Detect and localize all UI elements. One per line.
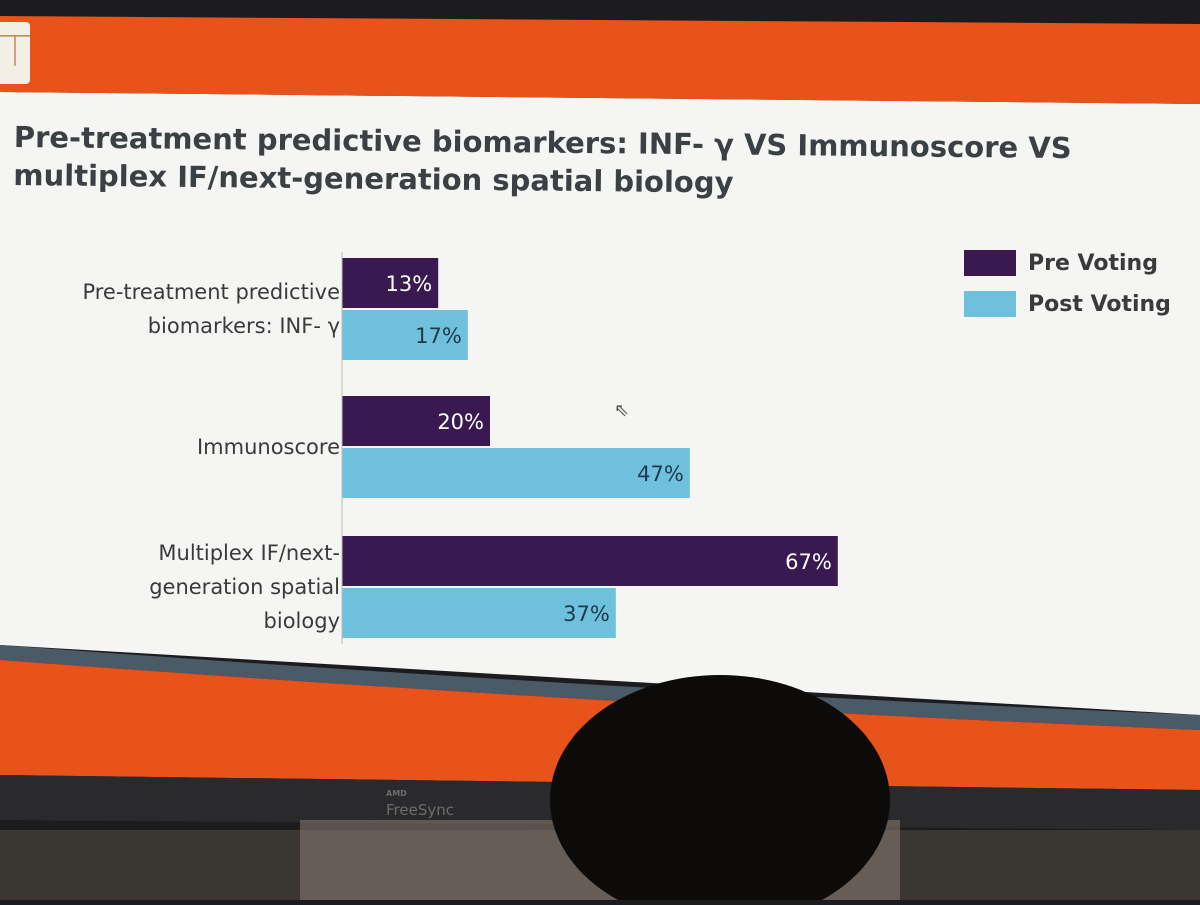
legend-swatch bbox=[964, 291, 1016, 317]
category-label-line: generation spatial bbox=[149, 575, 340, 599]
category-label: Multiplex IF/next-generation spatial biol… bbox=[20, 536, 340, 638]
bar-value-label: 17% bbox=[415, 324, 462, 348]
category-label-line: biology bbox=[263, 609, 340, 633]
bar-value-label: 47% bbox=[637, 462, 684, 486]
bar-pre-2 bbox=[342, 536, 838, 586]
slide-background bbox=[0, 92, 1200, 715]
category-label: Immunoscore bbox=[20, 430, 340, 464]
bar-pre-1 bbox=[342, 396, 490, 446]
logo-icon: ⏉ bbox=[0, 22, 30, 84]
bar-post-1 bbox=[342, 448, 690, 498]
legend-label: Post Voting bbox=[1028, 291, 1171, 317]
legend-label: Pre Voting bbox=[1028, 250, 1158, 276]
bar-post-0 bbox=[342, 310, 468, 360]
header-band bbox=[0, 16, 1200, 104]
bar-post-2 bbox=[342, 588, 616, 638]
mouse-cursor-icon: ⇖ bbox=[614, 400, 630, 420]
legend-item: Pre Voting bbox=[964, 250, 1158, 276]
category-label: Pre-treatment predictive biomarkers: INF-… bbox=[20, 275, 340, 343]
category-label-line: Immunoscore bbox=[196, 435, 340, 459]
footer-slate-band bbox=[0, 645, 1200, 730]
monitor-brand-maker: AMD bbox=[386, 789, 407, 798]
viewer-silhouette bbox=[550, 675, 890, 905]
monitor-brand: AMD FreeSync bbox=[386, 786, 454, 818]
bar-value-label: 13% bbox=[386, 272, 433, 296]
legend-swatch bbox=[964, 250, 1016, 276]
bar-value-label: 67% bbox=[785, 550, 832, 574]
bar-pre-0 bbox=[342, 258, 439, 308]
category-label-line: Pre-treatment predictive bbox=[82, 280, 340, 304]
category-label-line: biomarkers: INF- γ bbox=[147, 314, 340, 338]
monitor-brand-name: FreeSync bbox=[386, 801, 454, 819]
category-label-line: Multiplex IF/next- bbox=[158, 541, 340, 565]
legend-item: Post Voting bbox=[964, 291, 1171, 317]
bar-value-label: 20% bbox=[437, 410, 484, 434]
bar-value-label: 37% bbox=[563, 602, 610, 626]
